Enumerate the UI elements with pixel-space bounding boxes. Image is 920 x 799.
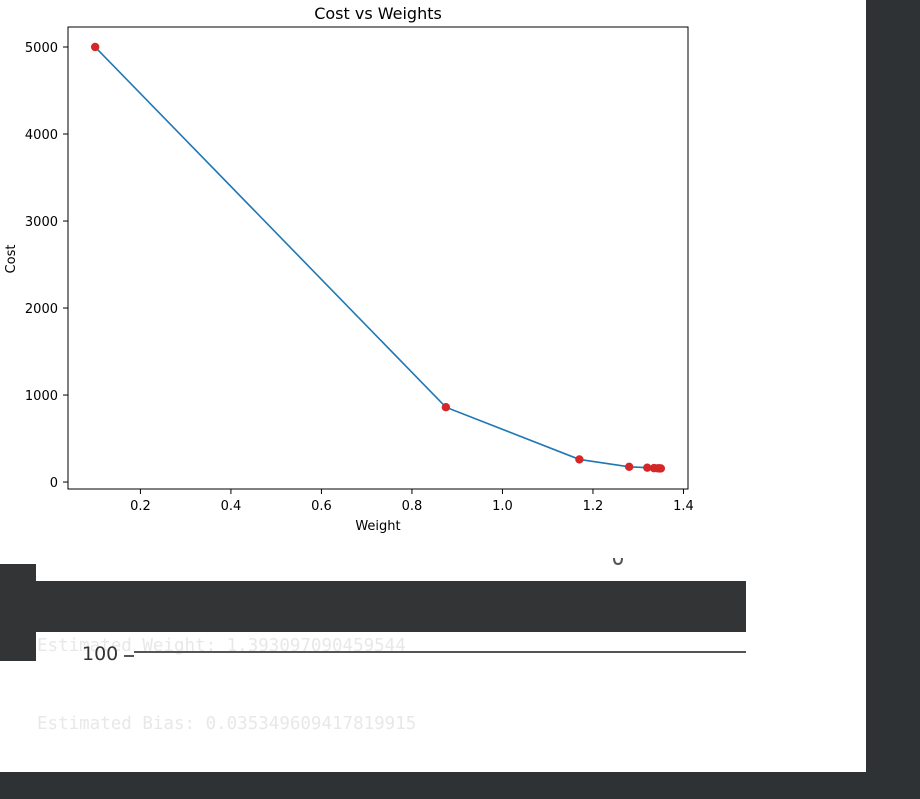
next-plot-y-tick-label: 100 [82,643,119,665]
x-tick-label: 0.2 [130,499,151,514]
x-axis: 0.2 0.4 0.6 0.8 1.0 1.2 1.4 [130,489,694,514]
plot-frame [67,26,689,490]
output-line-bias: Estimated Bias: 0.035349609417819915 [37,714,417,734]
bottom-status-bar [0,772,920,799]
output-line-weight: Estimated Weight: 1.393097090459544 [37,636,406,656]
x-tick-label: 1.0 [492,499,513,514]
cost-data-point [575,455,584,464]
x-tick-label: 1.4 [673,499,694,514]
cost-vs-weights-chart: Cost vs Weights 0.2 0.4 0.6 0.8 1.0 1.2 1.4 0 1… [4,4,694,534]
cost-data-point [656,464,666,473]
y-tick-label: 4000 [25,128,58,143]
chart-svg: Cost vs Weights 0.2 0.4 0.6 0.8 1.0 1.2 1.4 0 1… [4,4,694,534]
output-gutter [0,564,36,661]
cell-output-panel: Estimated Weight: 1.393097090459544 Esti… [36,581,746,734]
cost-data-point [643,463,652,472]
next-plot-y-tick [124,655,134,657]
y-tick-label: 3000 [25,215,58,230]
cost-series-line [94,46,661,470]
x-tick-label: 0.6 [311,499,332,514]
y-tick-label: 0 [50,476,58,491]
y-tick-label: 2000 [25,302,58,317]
x-tick-label: 1.2 [583,499,604,514]
cost-data-point [624,462,634,472]
right-sidebar [866,0,920,772]
series-group [90,42,666,473]
x-tick-label: 0.8 [402,499,423,514]
x-tick-label: 0.4 [221,499,242,514]
y-tick-label: 5000 [25,41,58,56]
y-tick-label: 1000 [25,389,58,404]
chart-title: Cost vs Weights [314,4,442,23]
next-plot-top-border [134,651,746,653]
partial-glyph-icon [613,558,623,566]
x-axis-label: Weight [355,519,400,534]
y-axis: 0 1000 2000 3000 4000 5000 [25,41,68,491]
cost-data-point [441,403,451,412]
cost-data-point [90,42,100,52]
y-axis-label: Cost [4,245,19,274]
